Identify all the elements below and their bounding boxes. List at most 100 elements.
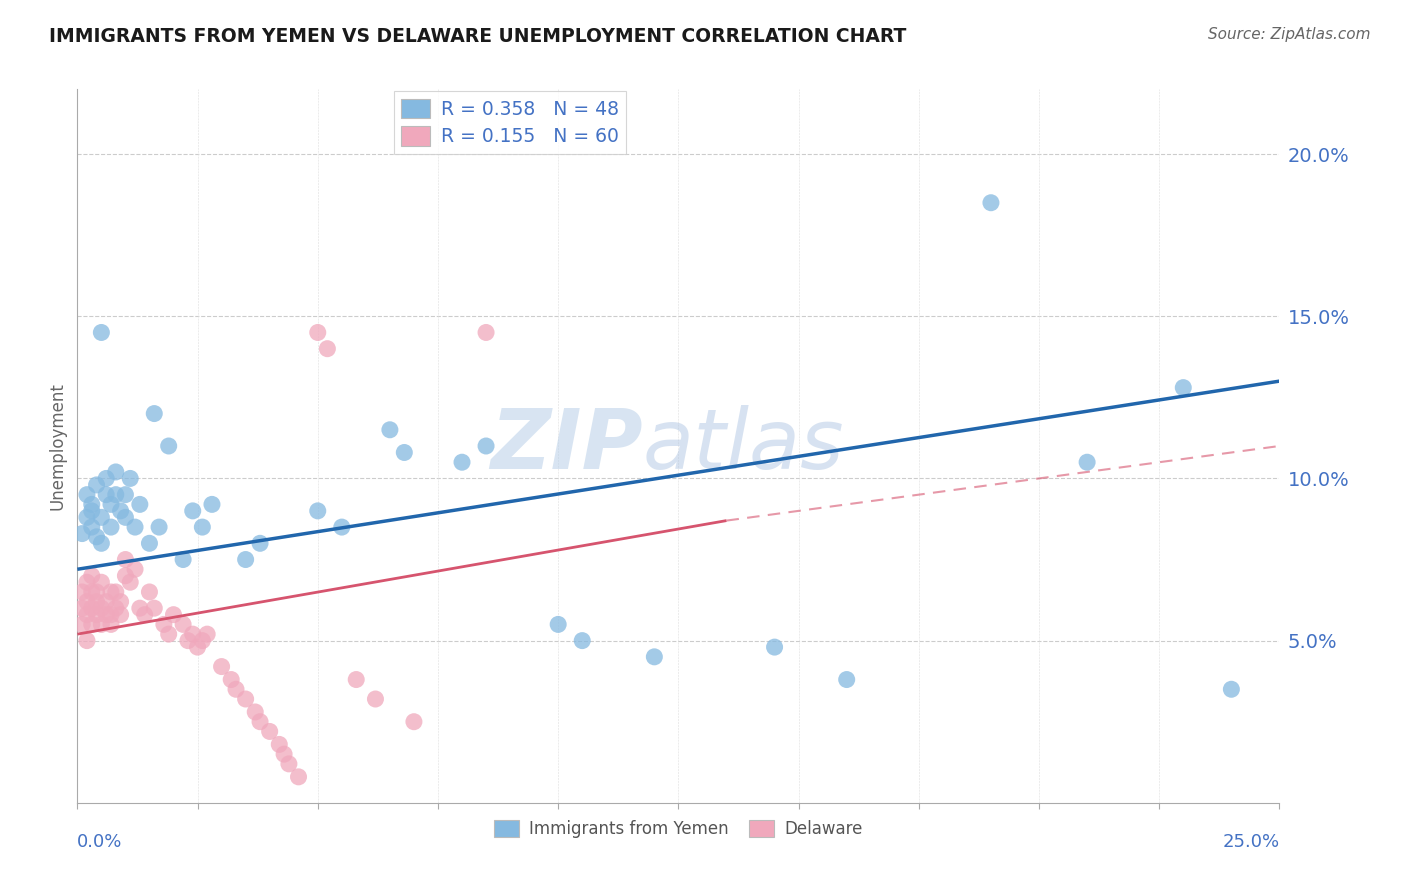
Point (120, 471, 142, 485)
Point (110, 607, 132, 622)
Point (90, 326, 112, 340)
Point (195, 627, 218, 641)
Point (148, 520, 170, 534)
Point (76, 595, 98, 609)
Point (96, 471, 118, 485)
Point (100, 497, 122, 511)
Point (124, 562, 146, 576)
Point (980, 195, 1002, 210)
Point (70, 585, 93, 599)
Point (219, 673, 242, 687)
Point (114, 510, 136, 524)
Point (128, 497, 150, 511)
Point (249, 714, 271, 729)
Point (86, 595, 108, 609)
Point (90, 536, 112, 550)
Point (90, 510, 112, 524)
Point (451, 455, 474, 469)
Point (120, 575, 142, 590)
Point (76, 510, 98, 524)
Point (104, 488, 127, 502)
Point (90, 617, 112, 632)
Point (225, 682, 247, 697)
Point (80, 497, 103, 511)
Point (172, 617, 194, 632)
Point (157, 627, 180, 641)
Point (547, 617, 569, 632)
Point (643, 649, 665, 664)
Point (76, 607, 98, 622)
Point (763, 640, 786, 654)
Point (201, 497, 224, 511)
Point (80, 601, 103, 615)
Point (138, 536, 160, 550)
Point (1076, 455, 1098, 469)
Point (235, 692, 257, 706)
Point (100, 585, 122, 599)
Point (104, 601, 127, 615)
Point (128, 601, 150, 615)
Point (143, 407, 166, 421)
Point (86, 530, 108, 544)
Point (134, 607, 156, 622)
Point (287, 770, 309, 784)
Point (114, 552, 136, 566)
Point (104, 465, 127, 479)
Point (70, 617, 93, 632)
Point (153, 617, 176, 632)
Point (100, 520, 122, 534)
Point (100, 607, 122, 622)
Point (143, 601, 166, 615)
Point (259, 724, 281, 739)
Text: 25.0%: 25.0% (1222, 833, 1279, 851)
Point (76, 575, 98, 590)
Point (344, 673, 367, 687)
Text: IMMIGRANTS FROM YEMEN VS DELAWARE UNEMPLOYMENT CORRELATION CHART: IMMIGRANTS FROM YEMEN VS DELAWARE UNEMPL… (49, 27, 907, 45)
Point (249, 536, 271, 550)
Point (835, 673, 858, 687)
Point (110, 595, 132, 609)
Point (245, 705, 267, 719)
Point (402, 714, 425, 729)
Point (475, 439, 498, 453)
Point (177, 633, 200, 648)
Point (181, 627, 204, 641)
Point (277, 756, 299, 771)
Point (110, 504, 132, 518)
Point (1173, 381, 1195, 395)
Point (269, 738, 291, 752)
Point (378, 423, 401, 437)
Point (307, 504, 329, 518)
Point (90, 575, 112, 590)
Point (138, 585, 160, 599)
Point (80, 504, 103, 518)
Point (70, 526, 93, 541)
Point (172, 552, 194, 566)
Point (90, 601, 112, 615)
Text: 0.0%: 0.0% (77, 833, 122, 851)
Point (86, 607, 108, 622)
Point (70, 601, 93, 615)
Point (307, 326, 329, 340)
Point (80, 520, 103, 534)
Y-axis label: Unemployment: Unemployment (48, 382, 66, 510)
Text: Source: ZipAtlas.com: Source: ZipAtlas.com (1208, 27, 1371, 42)
Point (80, 617, 103, 632)
Point (191, 520, 214, 534)
Point (80, 585, 103, 599)
Point (104, 585, 127, 599)
Point (191, 633, 214, 648)
Point (211, 659, 233, 673)
Point (76, 633, 98, 648)
Point (273, 747, 295, 761)
Point (316, 342, 339, 356)
Point (330, 520, 353, 534)
Text: ZIP: ZIP (489, 406, 643, 486)
Point (76, 488, 98, 502)
Point (96, 488, 118, 502)
Point (124, 520, 146, 534)
Point (186, 640, 209, 654)
Text: atlas: atlas (643, 406, 844, 486)
Point (86, 585, 108, 599)
Point (181, 504, 204, 518)
